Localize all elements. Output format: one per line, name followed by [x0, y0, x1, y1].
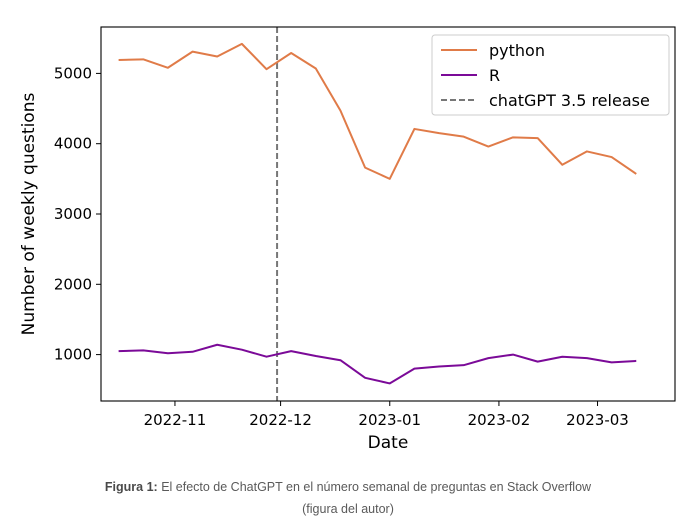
y-axis-ticks: 1000 2000 3000 4000 5000: [54, 64, 101, 364]
y-tick-label: 4000: [54, 135, 92, 153]
chart-svg: 2022-11 2022-12 2023-01 2023-02 2023-03 1000…: [19, 26, 676, 453]
figure-caption: Figura 1: El efecto de ChatGPT en el núm…: [98, 476, 598, 520]
x-tick-label: 2023-01: [358, 411, 421, 429]
plot-marks: [118, 27, 637, 401]
y-axis-label: Number of weekly questions: [19, 93, 39, 336]
y-tick-label: 2000: [54, 275, 92, 293]
x-tick-label: 2022-12: [249, 411, 312, 429]
x-tick-label: 2022-11: [144, 411, 207, 429]
x-tick-label: 2023-02: [468, 411, 531, 429]
legend: python R chatGPT 3.5 release: [431, 34, 670, 116]
legend-label-release: chatGPT 3.5 release: [489, 91, 650, 110]
y-tick-label: 3000: [54, 205, 92, 223]
line-chart: 2022-11 2022-12 2023-01 2023-02 2023-03 1000…: [19, 26, 676, 453]
y-tick-label: 5000: [54, 64, 92, 82]
y-tick-label: 1000: [54, 346, 92, 364]
x-axis-label: Date: [368, 433, 409, 453]
series-line-python: [118, 42, 637, 180]
legend-label-r: R: [489, 66, 500, 85]
caption-text: El efecto de ChatGPT en el número semana…: [157, 480, 592, 516]
series-line-r: [118, 343, 637, 385]
legend-box: [431, 34, 670, 116]
caption-prefix: Figura 1:: [104, 480, 158, 494]
x-tick-label: 2023-03: [566, 411, 629, 429]
x-axis-ticks: 2022-11 2022-12 2023-01 2023-02 2023-03: [144, 401, 629, 429]
legend-label-python: python: [489, 41, 545, 60]
